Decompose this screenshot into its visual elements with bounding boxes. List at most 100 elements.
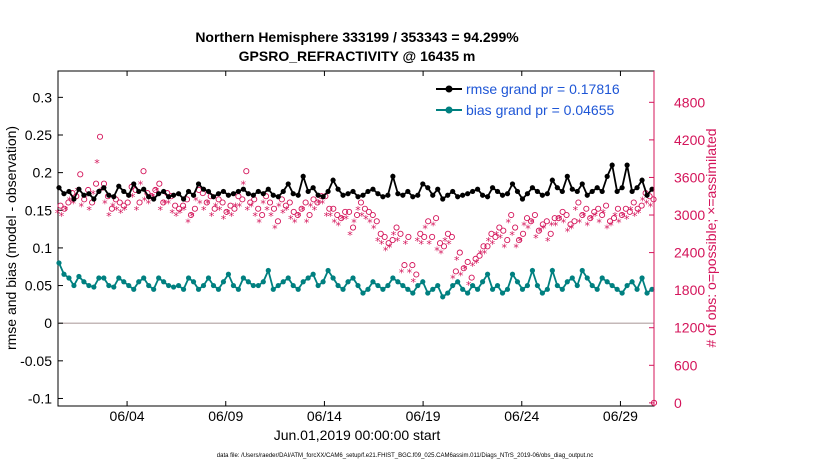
possible-obs-point <box>512 224 519 231</box>
bias-point <box>340 286 346 292</box>
bias-point <box>230 282 237 289</box>
possible-obs-point <box>96 133 104 140</box>
assimilated-obs-point: * <box>466 279 472 292</box>
rmse-point <box>131 181 137 187</box>
rmse-point <box>455 194 461 200</box>
assimilated-obs-point: * <box>612 210 618 223</box>
assimilated-obs-point: * <box>86 204 92 217</box>
rmse-point <box>599 188 605 195</box>
possible-obs-point <box>535 227 542 234</box>
assimilated-obs-point: * <box>217 204 223 217</box>
x-tick-label: 06/04 <box>110 408 145 424</box>
bias-point <box>494 282 501 289</box>
right-y-tick-label: 600 <box>674 357 698 373</box>
bias-point <box>484 271 491 277</box>
assimilated-obs-point: * <box>498 232 504 245</box>
bias-point <box>166 282 172 289</box>
bias-point <box>589 282 595 289</box>
assimilated-obs-point: * <box>375 235 381 248</box>
rmse-point <box>400 192 406 198</box>
bias-point <box>220 279 227 285</box>
bias-point <box>479 279 486 285</box>
rmse-point <box>649 186 655 192</box>
rmse-point <box>210 194 217 200</box>
bias-point <box>380 286 386 292</box>
rmse-point <box>86 191 92 197</box>
rmse-point <box>175 191 182 197</box>
rmse-point <box>544 191 550 197</box>
rmse-point <box>71 196 77 202</box>
bias-point <box>564 279 570 285</box>
assimilated-obs-point: * <box>67 194 73 207</box>
bias-point <box>475 286 481 292</box>
assimilated-obs-point: * <box>82 191 88 204</box>
assimilated-obs-point: * <box>581 210 587 223</box>
rmse-point <box>290 191 296 197</box>
bias-point <box>639 275 645 281</box>
possible-obs-point <box>583 205 590 212</box>
assimilated-obs-point: * <box>407 266 413 279</box>
assimilated-obs-point: * <box>264 204 270 217</box>
bias-point <box>305 275 311 281</box>
assimilated-obs-point: * <box>59 210 65 223</box>
bias-point <box>544 286 550 292</box>
rmse-point <box>325 188 331 195</box>
assimilated-obs-point: * <box>256 216 262 229</box>
assimilated-obs-point: * <box>454 254 460 267</box>
bias-point <box>455 279 461 285</box>
assimilated-obs-point: * <box>446 238 452 251</box>
assimilated-obs-point: * <box>260 197 266 210</box>
bias-point <box>514 279 521 285</box>
possible-obs-point <box>575 199 582 206</box>
rmse-point <box>141 186 147 192</box>
assimilated-obs-point: * <box>355 204 361 217</box>
possible-obs-point <box>215 196 222 203</box>
assimilated-obs-point: * <box>304 216 310 229</box>
rmse-point <box>584 192 590 198</box>
bias-point <box>370 279 376 285</box>
possible-obs-point <box>456 249 463 256</box>
bias-point <box>584 275 590 281</box>
assimilated-obs-point: * <box>501 241 507 254</box>
bias-point <box>350 275 356 281</box>
rmse-point <box>56 185 62 191</box>
rmse-point <box>156 191 162 197</box>
rmse-point <box>220 188 227 195</box>
right-y-tick-label: 4800 <box>674 94 705 110</box>
rmse-point <box>300 173 306 179</box>
bias-series <box>56 260 655 300</box>
x-axis-ticks: 06/04 06/09 06/14 06/19 06/24 06/29 <box>110 71 638 424</box>
x-tick-label: 06/24 <box>504 408 539 424</box>
bias-point <box>190 279 197 285</box>
assimilated-obs-point: * <box>596 216 602 229</box>
assimilated-obs-point: * <box>367 216 373 229</box>
assimilated-obs-point: * <box>114 204 120 217</box>
possible-obs-point <box>140 168 147 175</box>
bias-point <box>61 271 67 277</box>
possible-obs-point <box>338 215 345 222</box>
bias-point <box>460 286 466 292</box>
assimilated-obs-point: * <box>213 201 219 214</box>
rmse-point <box>151 196 157 202</box>
left-y-tick-label: -0.1 <box>28 390 52 406</box>
bias-point <box>524 282 531 289</box>
rmse-point <box>435 186 441 192</box>
bias-point <box>265 267 271 274</box>
possible-obs-point <box>638 202 645 209</box>
assimilated-obs-point: * <box>640 194 646 207</box>
assimilated-obs-point: * <box>316 197 322 210</box>
assimilated-obs-point: * <box>403 238 409 251</box>
bias-point <box>594 286 600 292</box>
assimilated-obs-point: * <box>395 235 401 248</box>
assimilated-obs-point: * <box>78 201 84 214</box>
bias-point <box>509 271 516 277</box>
rmse-point <box>395 191 401 197</box>
assimilated-obs-point: * <box>142 194 148 207</box>
assimilated-obs-point: * <box>276 201 282 214</box>
rmse-point <box>564 173 570 179</box>
bias-point <box>96 275 102 281</box>
assimilated-obs-point: * <box>197 197 203 210</box>
bias-point <box>161 279 167 285</box>
rmse-point <box>594 185 600 191</box>
rmse-point <box>519 196 526 202</box>
